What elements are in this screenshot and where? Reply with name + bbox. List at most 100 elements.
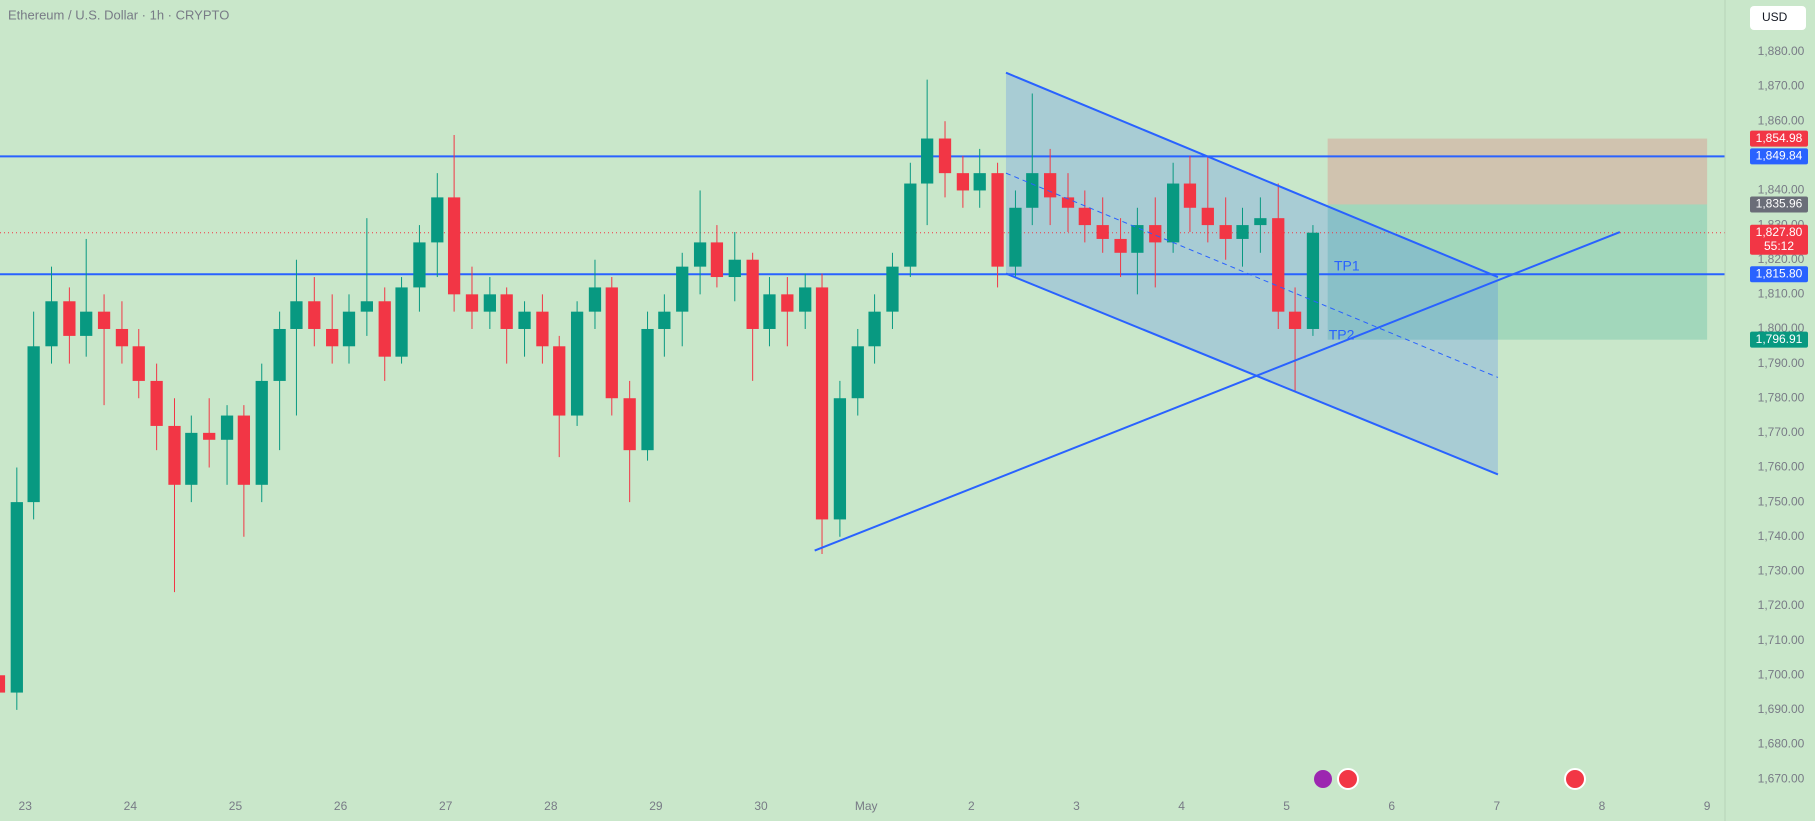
candle-body [1096, 225, 1109, 239]
candle-body [1061, 197, 1075, 208]
candle-body [710, 242, 724, 278]
plot: TP1 TP2 1,670.00 1,680.00 1,690.00 1,700.00 1,… [0, 44, 1808, 813]
currency-button[interactable] [1750, 6, 1806, 30]
chart-title: Ethereum / U.S. Dollar · 1h · CRYPTO [8, 7, 229, 22]
countdown: 55:12 [1764, 239, 1794, 253]
candle-body [851, 346, 864, 399]
price-label: 1,796.91 [1756, 332, 1803, 346]
candle-body [1131, 225, 1144, 253]
x-tick-label: 7 [1494, 799, 1501, 813]
y-tick-label: 1,840.00 [1758, 183, 1805, 197]
candle-body [326, 328, 339, 347]
x-tick-label: 9 [1704, 799, 1711, 813]
candle-body [956, 173, 970, 191]
y-tick-label: 1,780.00 [1758, 390, 1805, 404]
candle-body [63, 301, 76, 336]
candle-body [500, 294, 513, 329]
x-tick-label: 23 [19, 799, 33, 813]
candle-body [641, 328, 654, 451]
candle-body [150, 380, 163, 426]
candle-body [115, 328, 129, 347]
candle-body [536, 311, 549, 347]
channel-lower [1005, 272, 1499, 476]
price-label-box [1750, 224, 1808, 255]
candle-body [886, 266, 899, 312]
candle-body [80, 311, 93, 336]
candle-body [395, 287, 408, 357]
candle-body [360, 301, 373, 312]
candle-body [746, 259, 759, 329]
price-label: 1,827.80 [1756, 225, 1803, 239]
x-tick-label: 27 [439, 799, 453, 813]
price-label: 1,854.98 [1756, 131, 1803, 145]
candle-body [273, 328, 286, 381]
candle-body [1306, 232, 1320, 329]
candle-body [799, 287, 812, 312]
currency-label[interactable]: USD [1762, 10, 1788, 24]
candle-body [1114, 238, 1127, 253]
event-icon [1314, 770, 1332, 788]
trendline [814, 231, 1621, 552]
candle-body [378, 301, 391, 357]
candle-body [308, 301, 321, 329]
y-tick-label: 1,760.00 [1758, 460, 1805, 474]
candle-body [132, 346, 145, 381]
y-tick-label: 1,710.00 [1758, 633, 1805, 647]
candle-body [833, 398, 847, 520]
candle-body [588, 287, 602, 312]
y-tick-label: 1,690.00 [1758, 702, 1805, 716]
candle-body [1166, 183, 1180, 243]
event-icon [1564, 768, 1586, 790]
y-tick-label: 1,730.00 [1758, 564, 1805, 578]
x-tick-label: 30 [754, 799, 768, 813]
candle-body [693, 242, 707, 267]
x-tick-label: 29 [649, 799, 663, 813]
x-tick-label: May [855, 799, 878, 813]
candle-body [676, 266, 689, 312]
candle-body [483, 294, 496, 312]
candle-body [342, 311, 356, 347]
candle-body [413, 242, 426, 288]
tp-label: TP1 [1334, 257, 1360, 273]
candle-body [991, 173, 1004, 267]
candle-body [1288, 311, 1302, 329]
candle-body [904, 183, 917, 267]
candle-body [570, 311, 584, 416]
y-tick-label: 1,740.00 [1758, 529, 1805, 543]
candle-body [203, 432, 216, 440]
y-tick-label: 1,800.00 [1758, 321, 1805, 335]
tp-label: TP2 [1329, 327, 1355, 343]
candle-body [658, 311, 671, 329]
candle-body [27, 346, 40, 503]
y-tick-label: 1,790.00 [1758, 356, 1805, 370]
candle-body [553, 346, 566, 416]
candle-body [10, 502, 23, 693]
price-label: 1,849.84 [1756, 149, 1803, 163]
candle-body [465, 294, 479, 312]
y-tick-label: 1,880.00 [1758, 44, 1805, 58]
candle-body [868, 311, 881, 347]
y-tick-label: 1,680.00 [1758, 737, 1805, 751]
candle-body [623, 398, 636, 451]
x-tick-label: 5 [1283, 799, 1290, 813]
x-tick-label: 26 [334, 799, 348, 813]
event-icons [1314, 768, 1586, 790]
candle-body [255, 380, 268, 485]
candle-body [447, 197, 461, 295]
candle-body [1236, 225, 1249, 239]
candle-body [1201, 207, 1214, 226]
candle-body [518, 311, 531, 329]
y-tick-label: 1,820.00 [1758, 252, 1805, 266]
x-tick-label: 2 [968, 799, 975, 813]
candle-body [1026, 173, 1039, 208]
candle-body [1183, 183, 1197, 208]
y-tick-label: 1,720.00 [1758, 598, 1805, 612]
candle-body [168, 425, 181, 485]
price-label-box [1750, 130, 1808, 147]
candle-body [1219, 225, 1232, 239]
candle-body [1272, 218, 1285, 312]
candle-body [728, 259, 741, 278]
candle-body [45, 301, 58, 347]
candle-body [815, 287, 829, 520]
